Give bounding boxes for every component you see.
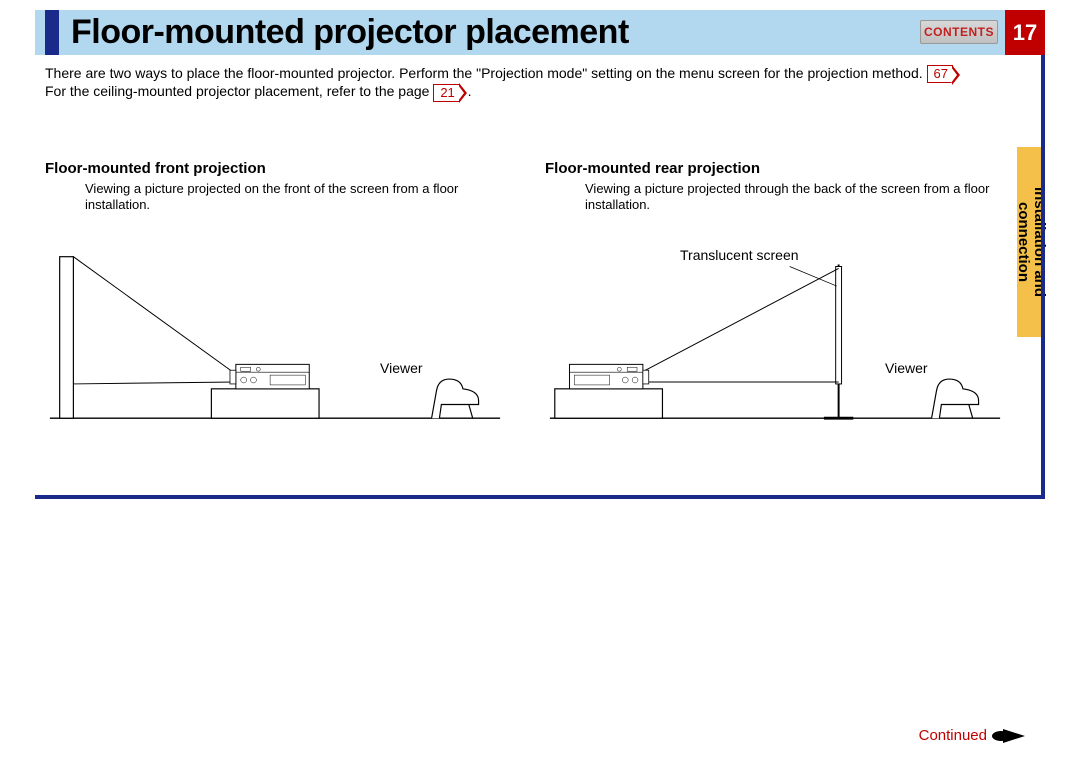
front-projection-diagram: Viewer [45,235,505,435]
viewer-label-right: Viewer [885,360,928,376]
continued-indicator: Continued [919,727,1025,744]
rear-diagram-svg [545,235,1005,435]
intro-text-2: For the ceiling-mounted projector placem… [45,83,429,99]
page-number: 17 [1005,10,1045,55]
columns-row: Floor-mounted front projection Viewing a… [45,160,1005,214]
page-ref-21[interactable]: 21 [433,84,459,102]
continued-arrow-icon [991,729,1025,743]
diagram-row: Viewer [45,235,1005,435]
continued-text: Continued [919,727,987,744]
right-heading: Floor-mounted rear projection [545,160,1005,177]
translucent-screen-label: Translucent screen [680,247,799,263]
contents-button[interactable]: CONTENTS [920,20,998,44]
right-column: Floor-mounted rear projection Viewing a … [545,160,1005,214]
viewer-label-left: Viewer [380,360,423,376]
front-diagram-svg [45,235,505,435]
left-column: Floor-mounted front projection Viewing a… [45,160,505,214]
intro-text-1: There are two ways to place the floor-mo… [45,65,923,81]
page-title: Floor-mounted projector placement [59,13,629,52]
title-accent-bar [45,10,59,55]
intro-paragraph: There are two ways to place the floor-mo… [45,65,1020,102]
rear-projection-diagram: Translucent screen Viewer [545,235,1005,435]
title-banner: Floor-mounted projector placement [45,10,905,55]
right-description: Viewing a picture projected through the … [545,181,1005,214]
left-heading: Floor-mounted front projection [45,160,505,177]
page-ref-67[interactable]: 67 [927,65,953,83]
left-description: Viewing a picture projected on the front… [45,181,505,214]
